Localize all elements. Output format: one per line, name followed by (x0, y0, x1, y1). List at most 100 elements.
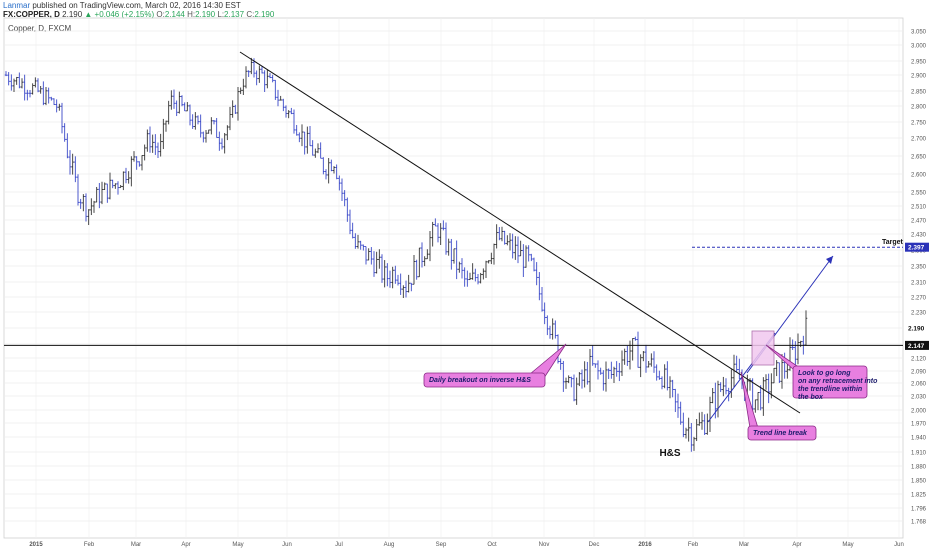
price-bar (300, 124, 304, 147)
projection-arrow-head (826, 256, 833, 264)
price-bar (687, 417, 690, 442)
price-bar (207, 129, 210, 134)
price-bar (428, 231, 432, 262)
price-bar (306, 126, 309, 154)
price-bar (770, 373, 773, 399)
price-bar (407, 274, 410, 293)
price-bar (215, 117, 218, 138)
price-bar (319, 142, 322, 159)
last-price: 2.190 (62, 10, 83, 19)
high-value: 2.190 (195, 10, 216, 19)
price-axis[interactable]: 3.050 3.000 2.950 2.900 2.850 2.800 2.750 2.700… (905, 30, 929, 526)
price-bar (268, 73, 272, 79)
last-price-tag-bg (905, 323, 929, 333)
price-change: ▲ +0.046 (+2.15%) (84, 10, 155, 19)
y-tick-label: 2.270 (911, 296, 927, 302)
price-bar (314, 148, 317, 158)
neckline-price-tag: 2.147 (908, 343, 925, 350)
price-bar (148, 126, 152, 153)
price-bar (287, 110, 290, 119)
price-bar (674, 388, 677, 413)
price-bar (274, 79, 277, 100)
y-tick-label: 1.880 (911, 465, 927, 471)
price-bar (132, 151, 136, 162)
price-bar (276, 89, 280, 107)
price-bar (162, 118, 165, 150)
price-bar (183, 102, 186, 112)
price-bar (474, 268, 477, 282)
price-bar (98, 182, 101, 209)
price-bar (466, 270, 469, 287)
price-bar (391, 266, 394, 289)
price-bar (698, 412, 701, 426)
price-bar (68, 150, 72, 175)
price-bar (804, 310, 808, 346)
price-bar (586, 361, 589, 385)
price-bar (666, 361, 669, 391)
price-bar (623, 348, 626, 365)
callout-retracement-box (792, 365, 868, 399)
price-bar (458, 261, 461, 273)
price-bar (135, 156, 138, 170)
price-bar (519, 240, 522, 257)
price-bar (439, 223, 442, 245)
price-bar (746, 374, 749, 397)
price-bar (783, 352, 786, 379)
price-bar (327, 158, 330, 184)
price-bar (799, 340, 802, 348)
price-bar (468, 272, 472, 281)
price-bar (143, 144, 146, 161)
price-bar (695, 419, 698, 442)
price-bar (498, 227, 501, 241)
price-bar (124, 167, 128, 184)
x-tick-label: 2015 (29, 542, 43, 548)
price-bar (626, 345, 629, 366)
price-bar (490, 252, 493, 265)
price-bar (708, 396, 712, 433)
price-bar (111, 179, 114, 189)
descending-trendline (239, 51, 801, 414)
price-bar (122, 171, 125, 191)
annotations: Daily breakout on inverse H&S Look to go … (423, 239, 904, 459)
x-tick-label: Apr (181, 542, 190, 548)
y-tick-label: 2.510 (911, 205, 927, 211)
price-bar (303, 131, 306, 155)
price-bar (706, 413, 709, 435)
price-bar (794, 341, 797, 366)
price-bar (324, 169, 328, 180)
price-bar (418, 247, 421, 278)
price-bar (386, 263, 389, 287)
callout-breakout-pointer (529, 343, 567, 379)
price-bar (87, 209, 90, 226)
price-bar (175, 100, 178, 117)
price-bar (55, 99, 58, 113)
price-bar (447, 238, 450, 256)
price-bar (239, 87, 242, 95)
price-bar (530, 253, 533, 262)
price-bar (100, 181, 104, 205)
y-tick-label: 2.750 (911, 121, 927, 127)
time-axis[interactable]: 2015 Feb Mar Apr May Jun Jul Aug Sep Oct Nov Dec 201… (29, 542, 904, 548)
author-name[interactable]: Lanmar (3, 1, 31, 10)
price-bar (615, 361, 618, 377)
price-bar (759, 385, 762, 411)
price-bar (740, 369, 744, 390)
price-bar (298, 132, 301, 143)
price-bar (351, 222, 354, 239)
x-tick-label: Sep (436, 542, 447, 548)
price-bar (714, 382, 717, 419)
price-bar (332, 166, 336, 174)
price-bar (114, 183, 117, 189)
y-tick-label: 2.700 (911, 137, 927, 143)
price-bar (119, 184, 122, 189)
price-bar (791, 339, 794, 351)
price-bar (455, 240, 458, 280)
price-bar (172, 89, 176, 109)
price-bar (711, 387, 714, 404)
price-bar (271, 74, 274, 83)
y-tick-label: 2.900 (911, 74, 927, 80)
price-bar (396, 274, 400, 286)
price-bar (34, 77, 37, 88)
price-bar (676, 393, 680, 418)
